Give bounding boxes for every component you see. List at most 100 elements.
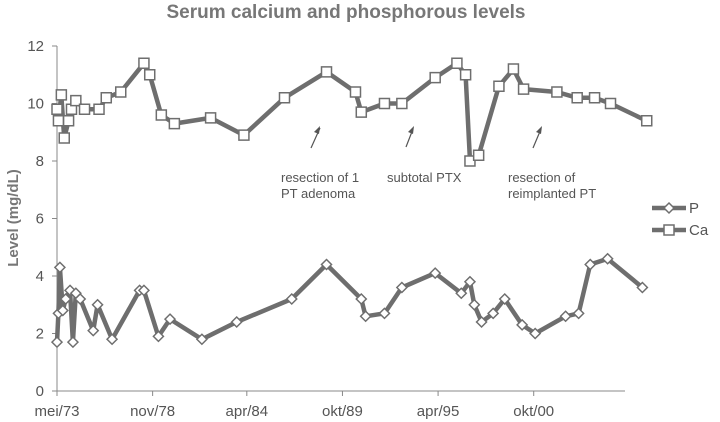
data-point-ca — [571, 92, 583, 104]
data-point-ca — [52, 115, 65, 127]
data-point-p — [87, 324, 100, 337]
data-point-ca — [238, 129, 250, 141]
data-point-p — [152, 330, 165, 343]
legend-label-ca: Ca — [689, 222, 709, 239]
legend-item-p: P — [652, 200, 699, 217]
legend-label-p: P — [689, 200, 699, 217]
series-group — [50, 57, 653, 349]
annotations: resection of 1 PT adenoma subtotal PTX r… — [281, 126, 596, 201]
data-point-p — [487, 307, 500, 320]
y-tick-label: 0 — [36, 383, 44, 400]
data-point-ca — [155, 109, 168, 121]
data-point-ca — [588, 92, 601, 104]
annotation-resection-adenoma: resection of 1 PT adenoma — [281, 126, 363, 201]
annotation-text: resection of 1 PT adenoma — [281, 170, 363, 201]
data-point-ca — [378, 97, 391, 110]
annotation-line: resection of — [508, 170, 576, 185]
data-point-ca — [58, 132, 70, 144]
data-point-ca — [143, 69, 156, 81]
data-point-ca — [51, 103, 63, 115]
data-point-ca — [551, 86, 563, 98]
annotation-line: resection of 1 — [281, 170, 359, 185]
data-point-ca — [168, 117, 181, 130]
y-ticks: 0 2 4 6 8 10 12 — [27, 38, 57, 400]
y-tick-label: 8 — [36, 153, 44, 170]
data-point-ca — [472, 149, 485, 161]
legend-swatch-square — [663, 224, 675, 236]
data-point-p — [56, 304, 69, 317]
data-point-ca — [55, 89, 68, 101]
annotation-arrowhead — [536, 126, 542, 134]
data-point-p — [455, 287, 468, 300]
data-point-p — [74, 292, 87, 306]
data-point-p — [230, 315, 243, 329]
y-tick-label: 2 — [36, 326, 44, 343]
data-point-ca — [517, 83, 530, 95]
data-point-ca — [459, 69, 472, 81]
annotation-line: reimplanted PT — [508, 186, 596, 201]
legend: P Ca — [652, 200, 709, 239]
data-point-ca — [115, 86, 127, 98]
series-p — [50, 252, 649, 349]
data-point-ca — [451, 57, 463, 69]
data-point-ca — [320, 66, 333, 78]
data-point-p — [559, 310, 572, 323]
annotation-line: PT adenoma — [281, 186, 356, 201]
data-point-p — [195, 333, 208, 346]
x-ticks: mei/73 nov/78 apr/84 okt/89 apr/95 okt/00 — [34, 391, 554, 420]
data-point-p — [285, 292, 298, 306]
data-point-p — [429, 267, 442, 280]
data-point-p — [475, 315, 488, 329]
data-point-p — [359, 310, 372, 323]
annotation-text: resection of reimplanted PT — [508, 170, 596, 201]
data-point-ca — [507, 63, 520, 75]
data-point-ca — [78, 103, 91, 115]
data-point-ca — [100, 92, 113, 104]
y-tick-label: 6 — [36, 211, 44, 228]
data-point-p — [66, 336, 79, 349]
data-point-p — [355, 292, 368, 306]
x-tick-label: okt/00 — [513, 403, 554, 420]
data-point-p — [516, 318, 529, 331]
data-point-p — [106, 333, 119, 346]
data-point-ca — [62, 115, 75, 127]
series-ca — [51, 57, 653, 167]
annotation-line: subtotal PTX — [387, 170, 462, 185]
data-point-p — [59, 292, 72, 306]
x-tick-label: apr/84 — [226, 403, 269, 420]
y-axis-label: Level (mg/dL) — [5, 169, 22, 267]
data-point-p — [378, 307, 391, 320]
data-point-ca — [604, 97, 617, 110]
annotation-text: subtotal PTX — [387, 170, 462, 185]
data-point-p — [163, 313, 177, 326]
x-tick-label: nov/78 — [130, 403, 175, 420]
legend-swatch-diamond — [662, 201, 676, 215]
data-point-ca — [204, 112, 217, 124]
data-point-ca — [138, 57, 150, 69]
data-point-ca — [640, 115, 653, 127]
x-tick-label: apr/95 — [417, 403, 460, 420]
y-tick-label: 10 — [27, 96, 44, 113]
annotation-arrowhead — [314, 126, 320, 134]
data-point-ca — [278, 92, 291, 104]
x-tick-label: mei/73 — [34, 403, 79, 420]
chart-title: Serum calcium and phosphorous levels — [167, 2, 526, 23]
data-point-p — [636, 281, 649, 294]
data-point-ca — [349, 86, 362, 98]
data-point-p — [468, 298, 481, 311]
annotation-subtotal-ptx: subtotal PTX — [387, 126, 462, 185]
data-point-p — [584, 258, 597, 271]
annotation-arrowhead — [408, 126, 414, 134]
data-point-p — [50, 336, 64, 349]
data-point-p — [572, 307, 585, 320]
annotation-resection-reimplanted: resection of reimplanted PT — [508, 126, 596, 201]
data-point-ca — [93, 103, 105, 115]
data-point-ca — [493, 80, 505, 92]
data-point-p — [137, 284, 150, 297]
data-point-p — [529, 327, 542, 340]
data-point-p — [91, 298, 104, 311]
data-point-p — [53, 261, 66, 274]
y-tick-label: 4 — [36, 268, 44, 285]
series-line-p — [54, 256, 644, 345]
data-point-ca — [396, 97, 408, 110]
